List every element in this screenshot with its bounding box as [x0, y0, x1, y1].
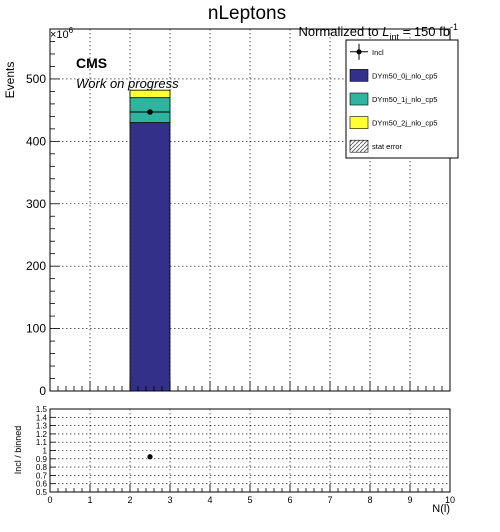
normalization-label: Normalized to Lint = 150 fb-1 — [298, 22, 458, 42]
x-tick-label: 6 — [287, 495, 292, 505]
y-tick-label: 300 — [26, 197, 46, 211]
legend-swatch — [349, 116, 369, 129]
data-point-incl — [147, 109, 153, 115]
legend-label: stat error — [372, 142, 403, 151]
bar-DYm50_0j_nlo_cp5 — [129, 122, 171, 392]
ratio-y-tick-label: 1.2 — [36, 430, 48, 439]
ratio-y-tick-label: 0.9 — [36, 455, 48, 464]
legend-label: DYm50_0j_nlo_cp5 — [372, 71, 437, 80]
x-tick-label: 10 — [445, 495, 455, 505]
y-tick-label: 0 — [39, 384, 46, 398]
main-bars — [129, 89, 171, 392]
x-tick-label: 0 — [47, 495, 52, 505]
x-tick-label: 3 — [167, 495, 172, 505]
legend: Incl DYm50_0j_nlo_cp5 DYm50_1j_nlo_cp5 DYm5… — [345, 39, 459, 159]
legend-label: DYm50_2j_nlo_cp5 — [372, 119, 437, 128]
ratio-grid — [50, 409, 450, 492]
ratio-y-tick-label: 0.8 — [36, 463, 48, 472]
ratio-y-tick-label: 1.4 — [36, 413, 48, 422]
y-tick-label: 200 — [26, 259, 46, 273]
legend-swatch — [349, 69, 369, 82]
ratio-points — [147, 454, 153, 460]
x-tick-label: 4 — [207, 495, 212, 505]
ratio-y-tick-label: 0.6 — [36, 480, 48, 489]
x-tick-label: 9 — [407, 495, 412, 505]
legend-swatch-hatch — [349, 139, 369, 153]
main-points — [130, 109, 170, 115]
main-y-axis-label: Events — [3, 62, 17, 99]
ratio-y-tick-label: 0.7 — [36, 471, 48, 480]
legend-swatch — [349, 92, 369, 106]
ratio-y-tick-label: 1.1 — [36, 438, 48, 447]
y-tick-label: 400 — [26, 134, 46, 148]
ratio-y-axis-label: Incl / binned — [13, 426, 23, 475]
x-tick-label: 7 — [327, 495, 332, 505]
ratio-ticks: 0 1 2 3 4 5 6 7 8 9 100.50.60.70.80.911.11.21.31.4… — [36, 405, 455, 505]
ratio-y-tick-label: 1 — [43, 447, 48, 456]
x-tick-label: 1 — [87, 495, 92, 505]
y-tick-label: 500 — [26, 72, 46, 86]
x-axis-label: N(l) — [432, 503, 450, 515]
cms-sublabel: Work on progress — [76, 76, 179, 91]
legend-label: DYm50_1j_nlo_cp5 — [372, 95, 437, 104]
legend-marker — [356, 49, 362, 55]
x-tick-label: 5 — [247, 495, 252, 505]
x-tick-label: 8 — [367, 495, 372, 505]
bar-DYm50_2j_nlo_cp5 — [129, 89, 171, 99]
x-tick-label: 2 — [127, 495, 132, 505]
cms-label: CMS — [76, 55, 107, 71]
ratio-data-point — [147, 454, 153, 460]
legend-label: Incl — [372, 48, 384, 57]
y-tick-label: 100 — [26, 322, 46, 336]
y-axis-multiplier: ×106 — [50, 26, 74, 41]
ratio-y-tick-label: 1.3 — [36, 422, 48, 431]
ratio-y-tick-label: 0.5 — [36, 488, 48, 497]
main-ticks: 0 100 200 300 400 500 — [26, 28, 451, 398]
plot-title: nLeptons — [208, 3, 286, 24]
ratio-y-tick-label: 1.5 — [36, 405, 48, 414]
